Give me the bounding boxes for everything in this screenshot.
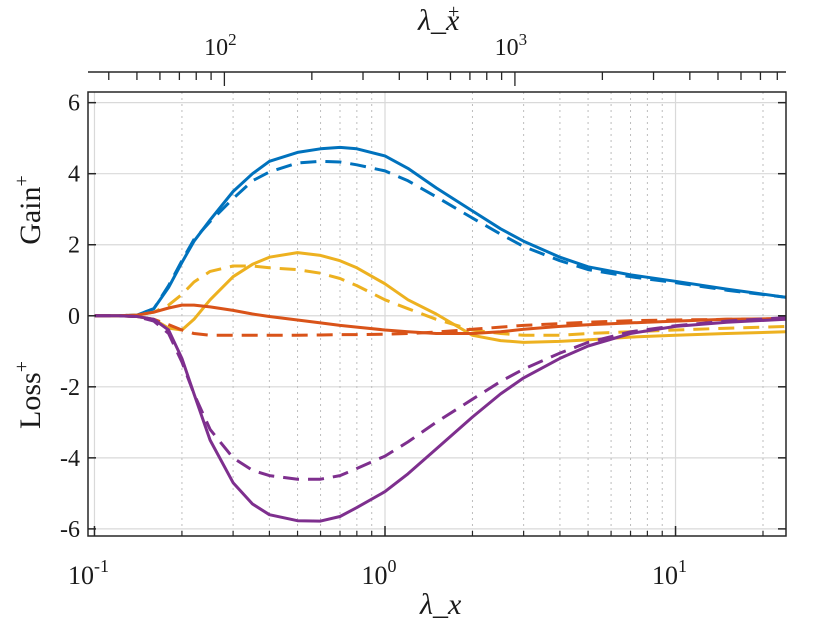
y-tick-label: 0 (68, 304, 80, 330)
x-tick-label: 100 (362, 556, 397, 590)
top-axis-title-base: λ_x (417, 4, 460, 37)
y-axis-title-gain-label: Gain (14, 186, 47, 244)
series-line-purple-dashed (94, 314, 787, 481)
top-axis-title-sup: + (448, 1, 459, 23)
y-axis-title-gain-sup: + (11, 175, 33, 186)
y-axis-title-loss-label: Loss (14, 372, 47, 429)
y-axis-title-loss-text: Loss+ (11, 361, 47, 429)
x-tick-label-base: 10 (652, 561, 678, 590)
y-tick-label: 4 (68, 162, 80, 188)
y-axis-title-gain: Gain+ (11, 175, 47, 245)
series-line-blue-solid (94, 145, 787, 318)
y-tick-label: 6 (68, 91, 80, 117)
series-line-yellow-dashed (94, 264, 787, 337)
y-tick-label: -6 (60, 517, 80, 543)
x-axis-title: λ_x (419, 588, 462, 621)
series-line-yellow-solid (94, 251, 787, 344)
top-tick-label: 103 (495, 30, 527, 61)
x-tick-label-base: 10 (362, 561, 388, 590)
x-tick-label: 101 (652, 556, 687, 590)
y-axis-title-loss-sup: + (11, 361, 33, 372)
top-tick-label-exp: 3 (519, 30, 528, 49)
series-line-red-dashed (94, 314, 787, 337)
y-tick-label: 2 (68, 233, 80, 259)
x-tick-label-exp: 0 (388, 556, 397, 576)
top-axis-title: λ_x (417, 4, 460, 37)
series-line-blue-dashed (94, 159, 787, 318)
x-tick-label-base: 10 (68, 561, 94, 590)
series-line-red-solid (94, 303, 787, 335)
plot-frame (87, 91, 787, 537)
top-tick-label-base: 10 (204, 35, 228, 61)
y-tick-label: -2 (60, 375, 80, 401)
top-tick-label: 102 (204, 30, 237, 61)
grid-layer (88, 92, 786, 536)
top-tick-label-base: 10 (495, 35, 519, 61)
y-tick-label: -4 (60, 446, 80, 472)
y-axis-title-gain-text: Gain+ (11, 175, 47, 245)
x-tick-label-exp: -1 (94, 556, 109, 576)
series-layer (94, 145, 787, 523)
x-tick-label: 10-1 (68, 556, 109, 590)
x-tick-label-exp: 1 (678, 556, 687, 576)
top-tick-label-exp: 2 (228, 30, 237, 49)
y-axis-title-loss: Loss+ (11, 361, 47, 429)
